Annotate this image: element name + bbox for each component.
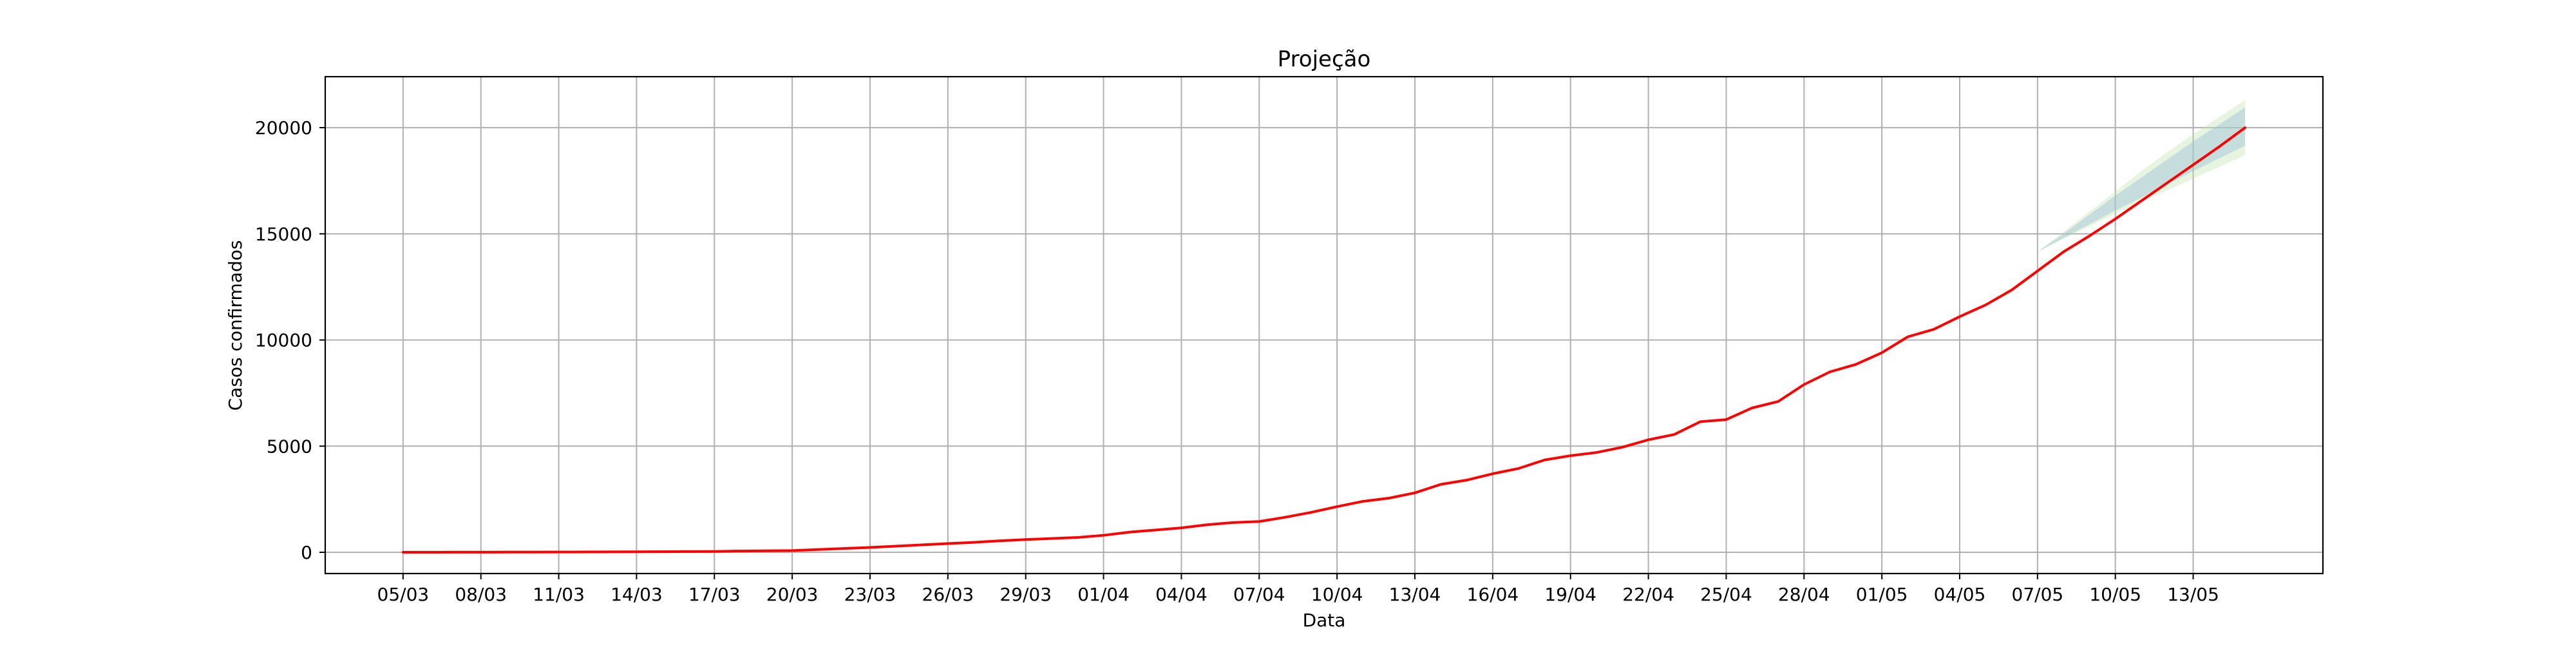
y-tick-label: 5000 [267,436,312,457]
x-tick-label: 26/03 [922,584,974,605]
x-tick-label: 07/05 [2012,584,2064,605]
x-tick-label: 11/03 [533,584,585,605]
grid-lines [325,77,2323,574]
x-axis-label: Data [1303,610,1346,631]
x-tick-label: 04/04 [1155,584,1208,605]
y-axis-label: Casos confirmados [225,240,246,411]
x-tick-label: 10/04 [1311,584,1363,605]
series-line [401,126,2247,554]
x-tick-label: 16/04 [1467,584,1519,605]
x-tick-label: 28/04 [1778,584,1830,605]
x-tick-label: 14/03 [611,584,663,605]
x-tick-label: 23/03 [844,584,896,605]
x-tick-label: 13/05 [2167,584,2219,605]
x-axis-ticks: 05/03 08/03 11/03 14/03 17/03 20/03 23/03 26/03… [377,574,2219,605]
x-tick-label: 19/04 [1544,584,1596,605]
series-lines [401,126,2247,554]
x-tick-label: 10/05 [2089,584,2141,605]
x-tick-label: 08/03 [455,584,507,605]
x-tick-label: 25/04 [1700,584,1752,605]
x-tick-label: 22/04 [1622,584,1674,605]
y-tick-label: 15000 [255,224,312,245]
plot-frame [324,75,2324,575]
chart-title: Projeção [1278,46,1371,72]
y-tick-label: 0 [301,542,312,563]
x-tick-label: 05/03 [377,584,430,605]
confidence-band-inner [2037,107,2246,252]
y-axis-ticks: 0 5000 10000 15000 20000 [255,117,325,563]
x-tick-label: 01/05 [1856,584,1908,605]
x-tick-label: 20/03 [766,584,819,605]
y-tick-label: 20000 [255,117,312,139]
confidence-band-outer [2037,100,2246,252]
x-tick-label: 13/04 [1389,584,1441,605]
confidence-bands [2037,100,2246,252]
x-tick-label: 01/04 [1077,584,1130,605]
y-tick-label: 10000 [255,330,312,351]
x-tick-label: 04/05 [1934,584,1986,605]
x-tick-label: 17/03 [688,584,741,605]
x-tick-label: 07/04 [1233,584,1285,605]
x-tick-label: 29/03 [999,584,1052,605]
